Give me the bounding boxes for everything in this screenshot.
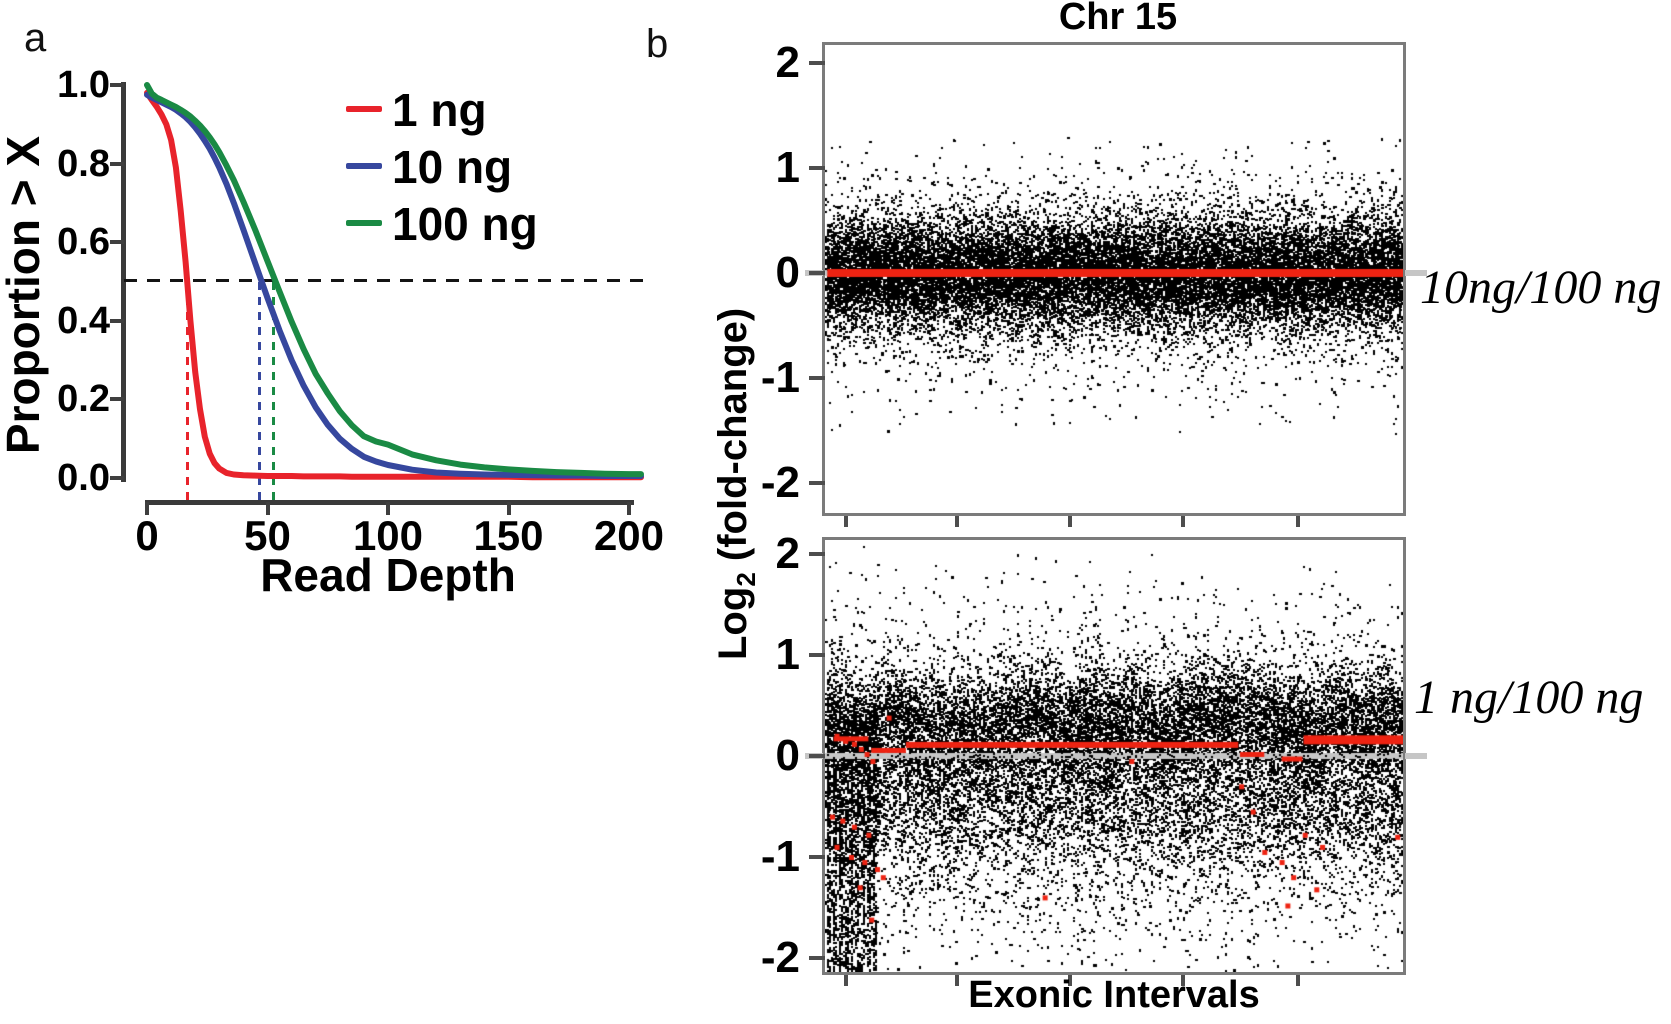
x-tick bbox=[1181, 975, 1185, 986]
y-tick bbox=[110, 318, 124, 323]
panel-b-y-axis-title: Log2 (fold-change) bbox=[709, 308, 761, 660]
row-label-1ng-over-100ng: 1 ng/100 ng bbox=[1414, 671, 1644, 724]
y-tick-label: 0.0 bbox=[57, 457, 110, 499]
legend-item: 1 ng bbox=[340, 82, 640, 138]
y-tick bbox=[809, 481, 825, 485]
x-tick-label: 0 bbox=[135, 512, 159, 559]
y-tick bbox=[110, 161, 124, 166]
y-tick-label: -1 bbox=[760, 353, 800, 402]
y-tick-label: -2 bbox=[760, 458, 800, 507]
x-tick bbox=[1296, 516, 1300, 527]
legend-swatch-1-ng bbox=[346, 106, 382, 112]
x-tick bbox=[955, 516, 959, 527]
y-tick bbox=[809, 61, 825, 65]
scatter-1ng-vs-100ng bbox=[825, 540, 1403, 972]
legend-swatch-100-ng bbox=[346, 220, 382, 226]
y-tick bbox=[110, 83, 124, 87]
legend-swatch-10-ng bbox=[346, 163, 382, 169]
panel-b-x-axis-title: Exonic Intervals bbox=[968, 974, 1260, 1016]
row-label-10ng-over-100ng: 10ng/100 ng bbox=[1420, 261, 1662, 314]
x-tick bbox=[1181, 516, 1185, 527]
y-tick-label: 0.2 bbox=[57, 378, 110, 421]
median-dashed-line bbox=[272, 281, 276, 502]
log-label-pre: Log bbox=[711, 586, 755, 660]
y-tick-label: 0 bbox=[775, 731, 800, 780]
curve-100-ng bbox=[144, 82, 644, 478]
x-tick bbox=[955, 975, 959, 986]
median-dashed-line bbox=[257, 281, 261, 502]
panel-b-title: Chr 15 bbox=[1058, 0, 1178, 38]
read-depth-survival-chart bbox=[144, 82, 644, 481]
log-label-post: (fold-change) bbox=[711, 307, 755, 573]
y-tick-label: 2 bbox=[775, 38, 800, 87]
y-tick bbox=[809, 754, 825, 758]
y-tick-label: -2 bbox=[760, 933, 800, 982]
x-tick-label: 150 bbox=[473, 512, 544, 559]
panel-a-legend: 1 ng 10 ng 100 ng bbox=[340, 82, 640, 282]
y-tick bbox=[809, 956, 825, 960]
y-tick-label: 0 bbox=[775, 248, 800, 297]
x-tick bbox=[145, 502, 149, 515]
panel-a-x-axis-title: Read Depth bbox=[260, 549, 516, 601]
x-tick bbox=[1296, 975, 1300, 986]
y-tick-label: 1 bbox=[775, 630, 800, 679]
x-tick bbox=[386, 502, 390, 515]
y-tick-label: -1 bbox=[760, 832, 800, 881]
legend-item: 10 ng bbox=[340, 139, 640, 195]
legend-item: 100 ng bbox=[340, 196, 640, 252]
x-tick bbox=[627, 502, 631, 515]
y-tick-label: 0.8 bbox=[57, 142, 110, 185]
y-tick bbox=[809, 271, 825, 275]
x-tick bbox=[265, 502, 270, 515]
y-tick bbox=[110, 397, 124, 402]
panel-a-y-axis-line bbox=[121, 82, 126, 482]
x-tick bbox=[506, 502, 511, 515]
legend-label: 100 ng bbox=[392, 198, 538, 250]
y-tick-label: 0.4 bbox=[57, 299, 110, 342]
y-tick bbox=[809, 552, 825, 556]
zero-line-nub bbox=[1405, 753, 1427, 759]
half-proportion-dashed-line bbox=[124, 279, 648, 282]
x-tick bbox=[1068, 975, 1072, 986]
scatter-10ng-vs-100ng bbox=[825, 45, 1403, 513]
y-tick-label: 0.6 bbox=[57, 221, 110, 264]
y-tick-label: 1 bbox=[775, 143, 800, 192]
y-tick-label: 2 bbox=[775, 529, 800, 578]
legend-label: 1 ng bbox=[392, 84, 487, 136]
panel-a-label: a bbox=[24, 16, 47, 60]
y-tick bbox=[110, 240, 124, 245]
x-tick bbox=[1068, 516, 1072, 527]
panel-a-y-axis-title: Proportion > X bbox=[0, 135, 49, 455]
y-tick bbox=[809, 855, 825, 859]
x-tick-label: 100 bbox=[352, 512, 424, 559]
y-tick-label: 1.0 bbox=[57, 64, 110, 106]
median-dashed-line bbox=[186, 281, 190, 502]
y-tick bbox=[809, 376, 825, 380]
y-tick bbox=[809, 653, 825, 657]
x-tick-label: 50 bbox=[244, 512, 291, 559]
legend-label: 10 ng bbox=[392, 141, 513, 193]
x-tick bbox=[844, 516, 848, 527]
y-tick bbox=[110, 476, 124, 480]
panel-b-label: b bbox=[646, 22, 669, 66]
log-label-sub: 2 bbox=[731, 572, 761, 587]
y-tick bbox=[809, 166, 825, 170]
x-tick-label: 200 bbox=[593, 512, 665, 559]
zero-line-nub bbox=[1405, 270, 1427, 276]
x-tick bbox=[844, 975, 848, 986]
